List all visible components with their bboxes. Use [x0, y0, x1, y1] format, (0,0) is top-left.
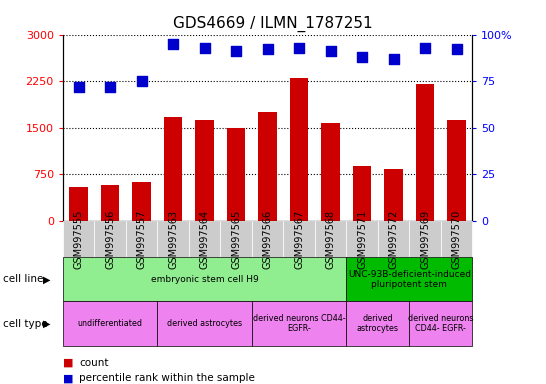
- Bar: [416, 84, 435, 221]
- Point: [326, 48, 335, 55]
- Text: GSM997563: GSM997563: [168, 210, 178, 268]
- Bar: [384, 169, 403, 221]
- Bar: [447, 120, 466, 221]
- Text: GSM997557: GSM997557: [136, 209, 146, 269]
- Point: [200, 45, 209, 51]
- Point: [137, 78, 146, 84]
- Text: GSM997564: GSM997564: [199, 210, 210, 268]
- Bar: [195, 119, 214, 221]
- Text: ▶: ▶: [43, 274, 50, 285]
- Text: GDS4669 / ILMN_1787251: GDS4669 / ILMN_1787251: [173, 15, 373, 31]
- Text: derived astrocytes: derived astrocytes: [167, 319, 242, 328]
- Point: [389, 56, 398, 62]
- Point: [295, 45, 304, 51]
- Point: [232, 48, 240, 55]
- Text: GSM997571: GSM997571: [357, 209, 367, 269]
- Text: derived neurons
CD44- EGFR-: derived neurons CD44- EGFR-: [408, 314, 473, 333]
- Text: cell line: cell line: [3, 274, 43, 285]
- Bar: [132, 182, 151, 221]
- Point: [106, 84, 115, 90]
- Text: GSM997565: GSM997565: [231, 209, 241, 269]
- Text: percentile rank within the sample: percentile rank within the sample: [79, 373, 255, 383]
- Text: embryonic stem cell H9: embryonic stem cell H9: [151, 275, 258, 284]
- Text: ▶: ▶: [43, 318, 50, 329]
- Bar: [164, 116, 182, 221]
- Point: [452, 46, 461, 53]
- Text: count: count: [79, 358, 109, 368]
- Bar: [353, 166, 371, 221]
- Text: ■: ■: [63, 373, 73, 383]
- Text: GSM997568: GSM997568: [325, 210, 336, 268]
- Text: undifferentiated: undifferentiated: [78, 319, 143, 328]
- Bar: [227, 128, 246, 221]
- Point: [74, 84, 83, 90]
- Point: [420, 45, 429, 51]
- Text: GSM997569: GSM997569: [420, 210, 430, 268]
- Text: GSM997566: GSM997566: [263, 210, 272, 268]
- Text: UNC-93B-deficient-induced
pluripotent stem: UNC-93B-deficient-induced pluripotent st…: [348, 270, 471, 289]
- Point: [358, 54, 366, 60]
- Bar: [321, 123, 340, 221]
- Text: ■: ■: [63, 358, 73, 368]
- Text: derived
astrocytes: derived astrocytes: [357, 314, 399, 333]
- Bar: [289, 78, 308, 221]
- Text: GSM997556: GSM997556: [105, 209, 115, 269]
- Text: GSM997555: GSM997555: [74, 209, 84, 269]
- Text: GSM997570: GSM997570: [452, 209, 461, 269]
- Text: derived neurons CD44-
EGFR-: derived neurons CD44- EGFR-: [253, 314, 346, 333]
- Text: GSM997567: GSM997567: [294, 209, 304, 269]
- Bar: [69, 187, 88, 221]
- Text: GSM997572: GSM997572: [389, 209, 399, 269]
- Bar: [258, 112, 277, 221]
- Bar: [100, 185, 120, 221]
- Point: [169, 41, 177, 47]
- Text: cell type: cell type: [3, 318, 48, 329]
- Point: [263, 46, 272, 53]
